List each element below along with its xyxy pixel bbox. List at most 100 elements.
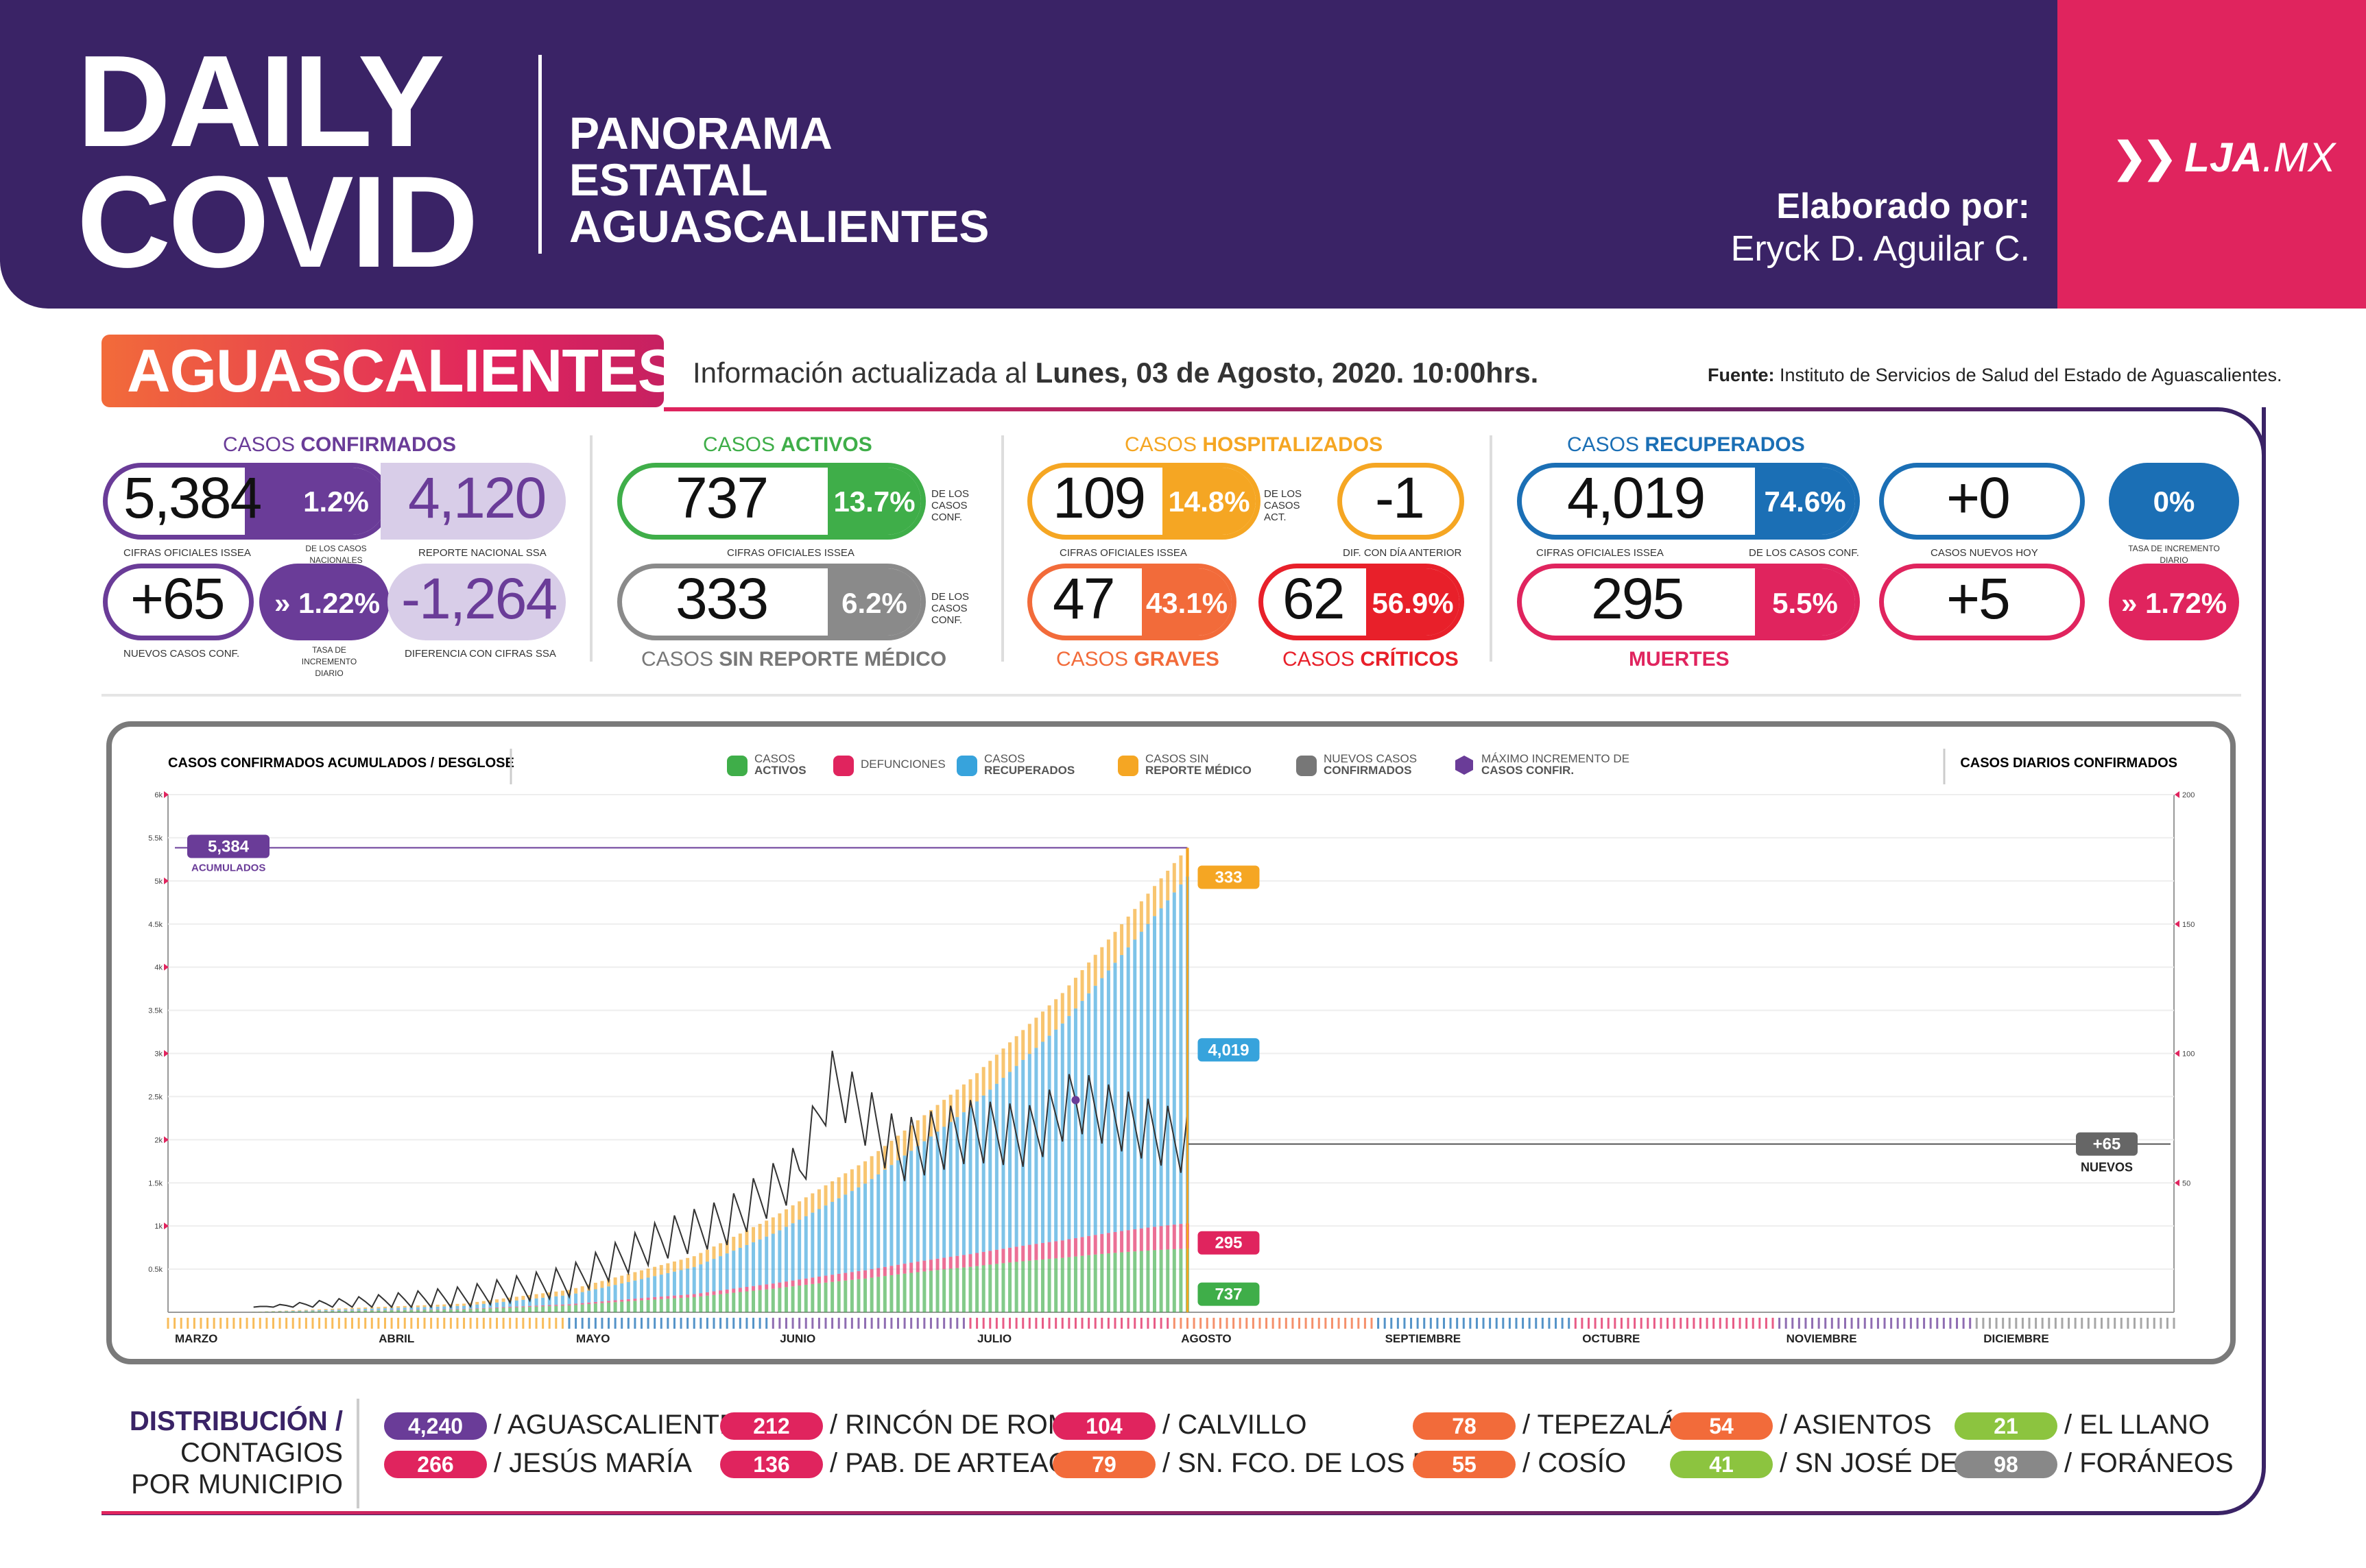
bar-stack xyxy=(541,1293,545,1312)
bar-segment xyxy=(981,1067,985,1096)
bar-stack xyxy=(1139,901,1143,1312)
bar-segment xyxy=(1060,1240,1064,1258)
recuperados-pct: 74.6% xyxy=(1764,485,1846,518)
nuevos-hoy-value: +0 xyxy=(1946,466,2011,530)
bar-segment xyxy=(567,1305,571,1312)
graves-value: 47 xyxy=(1053,566,1115,631)
bar-stack xyxy=(988,1061,992,1312)
bar-segment xyxy=(961,1267,966,1312)
muertes-pct: 5.5% xyxy=(1772,587,1838,619)
bar-stack xyxy=(481,1301,486,1312)
bar-stack xyxy=(935,1105,940,1312)
day-tick xyxy=(1041,1318,1044,1329)
recuperados-tasa: 0% xyxy=(2153,485,2195,518)
bar-segment xyxy=(613,1277,617,1286)
activos-pill xyxy=(617,463,926,540)
day-tick xyxy=(680,1318,682,1329)
bar-stack xyxy=(324,1309,328,1312)
bar-segment xyxy=(909,1273,913,1312)
bar-segment xyxy=(1034,1244,1038,1260)
distribution-divider xyxy=(357,1399,359,1508)
day-tick xyxy=(272,1318,274,1329)
legend-swatch xyxy=(1296,756,1317,776)
bar-segment xyxy=(547,1292,551,1297)
day-tick xyxy=(1048,1318,1051,1329)
bar-segment xyxy=(876,1150,881,1174)
day-tick xyxy=(1436,1318,1439,1329)
title-divider xyxy=(538,55,542,254)
day-tick xyxy=(588,1318,590,1329)
diferencia-value: -1,264 xyxy=(401,566,558,631)
bar-stack xyxy=(942,1100,946,1312)
bar-segment xyxy=(653,1276,657,1297)
bar-stack xyxy=(521,1296,525,1312)
day-tick xyxy=(1863,1318,1866,1329)
bar-stack xyxy=(607,1279,611,1312)
bar-segment xyxy=(521,1306,525,1307)
day-tick xyxy=(758,1318,761,1329)
bar-segment xyxy=(324,1311,328,1312)
bar-segment xyxy=(422,1310,427,1312)
nuevos-caption: NUEVOS xyxy=(2081,1161,2133,1174)
bar-segment xyxy=(672,1295,676,1299)
bar-stack xyxy=(514,1296,518,1312)
bar-segment xyxy=(396,1310,401,1312)
bar-stack xyxy=(863,1161,868,1312)
day-tick xyxy=(436,1318,439,1329)
bar-segment xyxy=(771,1233,775,1284)
bar-segment xyxy=(876,1277,881,1312)
y-tick-marker xyxy=(164,1222,169,1230)
bar-segment xyxy=(1014,1262,1018,1312)
recuperados-pill xyxy=(1517,463,1860,540)
bar-segment xyxy=(508,1297,512,1301)
day-tick xyxy=(1226,1318,1228,1329)
bar-segment xyxy=(1080,1237,1084,1256)
day-tick xyxy=(2068,1318,2070,1329)
bar-segment xyxy=(666,1299,670,1312)
bar-segment xyxy=(929,1270,933,1312)
chart-title-right: CASOS DIARIOS CONFIRMADOS xyxy=(1960,756,2177,771)
bar-segment xyxy=(1073,1256,1077,1312)
month-label: MARZO xyxy=(175,1332,217,1345)
dif-value: -1 xyxy=(1375,466,1425,530)
bar-segment xyxy=(916,1262,920,1273)
day-tick xyxy=(2015,1318,2018,1329)
day-tick xyxy=(410,1318,413,1329)
day-tick xyxy=(1969,1318,1972,1329)
bar-segment xyxy=(1146,893,1150,924)
lja-logo[interactable]: ❯❯ LJA.MX xyxy=(2112,134,2335,182)
bar-segment xyxy=(449,1309,453,1310)
bar-segment xyxy=(857,1187,861,1272)
bar-stack xyxy=(1021,1030,1025,1312)
day-tick xyxy=(496,1318,499,1329)
month-label: DICIEMBRE xyxy=(1983,1332,2048,1345)
day-tick xyxy=(2153,1318,2155,1329)
bar-segment xyxy=(705,1262,709,1292)
bar-segment xyxy=(672,1298,676,1312)
bar-segment xyxy=(922,1115,927,1142)
bar-stack xyxy=(850,1169,854,1312)
bar-segment xyxy=(719,1256,723,1291)
day-tick xyxy=(232,1318,235,1329)
day-tick xyxy=(726,1318,728,1329)
bar-segment xyxy=(981,1095,985,1252)
day-tick xyxy=(1416,1318,1419,1329)
bar-segment xyxy=(784,1287,788,1312)
day-tick xyxy=(1568,1318,1570,1329)
bar-segment xyxy=(804,1284,808,1312)
day-tick xyxy=(719,1318,722,1329)
bar-segment xyxy=(1054,999,1058,1030)
bar-segment xyxy=(784,1227,788,1282)
day-tick xyxy=(1324,1318,1327,1329)
bar-stack xyxy=(613,1277,617,1312)
bar-segment xyxy=(752,1227,756,1242)
bar-stack xyxy=(981,1067,985,1312)
day-tick xyxy=(1180,1318,1182,1329)
bar-segment xyxy=(752,1290,756,1312)
day-tick xyxy=(1304,1318,1307,1329)
bar-segment xyxy=(442,1306,446,1310)
bar-segment xyxy=(909,1262,913,1273)
bar-segment xyxy=(363,1308,368,1311)
bar-stack xyxy=(916,1120,920,1312)
bar-segment xyxy=(488,1300,492,1303)
